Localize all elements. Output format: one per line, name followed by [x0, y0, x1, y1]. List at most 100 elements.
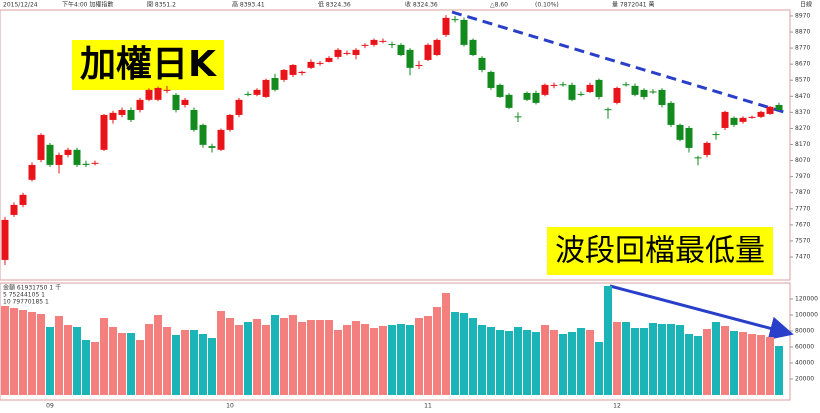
volume-bar — [595, 342, 603, 395]
volume-bar — [55, 316, 63, 395]
volume-bar — [694, 336, 702, 395]
candle-body — [685, 127, 693, 148]
candle-body — [361, 44, 369, 46]
candle-body — [595, 79, 603, 97]
volume-bar — [91, 342, 99, 395]
volume-bar — [703, 329, 711, 395]
volume-bar — [217, 311, 225, 395]
candle-body — [235, 99, 243, 115]
candle-body — [118, 109, 126, 115]
volume-bar — [469, 318, 477, 395]
volume-bar — [766, 337, 774, 395]
candle-body — [460, 19, 468, 45]
x-tick-label: 11 — [424, 403, 432, 410]
y-tick-label: 8870 — [795, 29, 810, 36]
volume-bar — [10, 308, 18, 395]
volume-bar — [64, 325, 72, 395]
candle-body — [721, 111, 729, 128]
candle-body — [271, 77, 279, 90]
volume-bar — [343, 325, 351, 395]
candle-body — [163, 89, 171, 91]
volume-bar — [559, 334, 567, 395]
volume-bar — [154, 315, 162, 395]
volume-bar — [226, 318, 234, 395]
y-tick-label: 100000 — [795, 312, 818, 319]
volume-bar — [73, 327, 81, 395]
volume-bar — [478, 325, 486, 395]
annotation: 加權日K — [80, 44, 217, 85]
x-tick-label: 10 — [226, 403, 234, 410]
candle-body — [550, 84, 558, 86]
volume-bar — [757, 335, 765, 395]
volume-bar — [28, 312, 36, 395]
volume-bar — [658, 324, 666, 395]
candle-body — [181, 99, 189, 105]
volume-bar — [604, 286, 612, 395]
candle-body — [325, 57, 333, 62]
candle-body — [127, 109, 135, 120]
candle-body — [613, 87, 621, 103]
y-tick-label: 7870 — [795, 189, 810, 196]
y-tick-label: 8770 — [795, 45, 810, 52]
volume-bar — [82, 340, 90, 395]
candle-body — [586, 84, 594, 92]
candle-body — [280, 69, 288, 80]
candle-body — [532, 92, 540, 103]
header-item: 高 8393.41 — [232, 1, 265, 9]
candle-body — [145, 89, 153, 100]
candle-body — [640, 89, 648, 97]
volume-bar — [586, 330, 594, 395]
header-item: 下午4:00 加權指數 — [62, 1, 113, 9]
volume-bar — [361, 324, 369, 395]
period-label: 日線 — [800, 1, 812, 9]
y-tick-label: 8970 — [795, 12, 810, 19]
candle-body — [136, 99, 144, 110]
trend-line — [451, 10, 785, 114]
volume-bar — [505, 331, 513, 395]
volume-bar — [325, 320, 333, 395]
volume-bar — [433, 307, 441, 395]
y-tick-label: 8270 — [795, 125, 810, 132]
volume-bar — [1, 306, 9, 395]
candle-body — [154, 87, 162, 100]
candle-body — [109, 112, 117, 120]
volume-legend: 金額 61931750 1 千 — [3, 284, 61, 292]
y-tick-label: 8470 — [795, 93, 810, 100]
volume-bar — [721, 326, 729, 395]
candle-body — [190, 109, 198, 130]
volume-bar — [145, 324, 153, 395]
candle-body — [226, 114, 234, 130]
volume-bar — [253, 319, 261, 395]
candle-body — [10, 204, 18, 215]
volume-legend: 10 79770185 1 — [3, 299, 49, 306]
y-tick-label: 20000 — [795, 376, 814, 383]
volume-bar — [244, 322, 252, 395]
y-tick-label: 8570 — [795, 77, 810, 84]
volume-bar — [109, 327, 117, 395]
candle-body — [748, 116, 756, 118]
annotation-box — [72, 40, 224, 90]
volume-bar — [496, 330, 504, 395]
candle-body — [316, 62, 324, 64]
volume-bar — [631, 328, 639, 395]
header-item: 量 7872041 萬 — [612, 1, 655, 9]
candle-body — [469, 39, 477, 55]
x-tick-label: 09 — [46, 403, 54, 410]
y-tick-label: 7770 — [795, 205, 810, 212]
volume-bar — [163, 327, 171, 395]
candle-body — [397, 44, 405, 55]
candle-body — [478, 57, 486, 70]
volume-bar — [127, 333, 135, 395]
volume-bar — [577, 328, 585, 395]
candle-body — [676, 124, 684, 140]
candle-body — [217, 129, 225, 150]
candle-body — [667, 102, 675, 125]
candle-body — [352, 49, 360, 55]
volume-bar — [262, 325, 270, 395]
volume-bar — [118, 333, 126, 395]
volume-bar — [676, 325, 684, 395]
candle-body — [172, 94, 180, 110]
candle-body — [379, 40, 387, 42]
volume-bar — [424, 316, 432, 395]
volume-bar — [712, 322, 720, 395]
